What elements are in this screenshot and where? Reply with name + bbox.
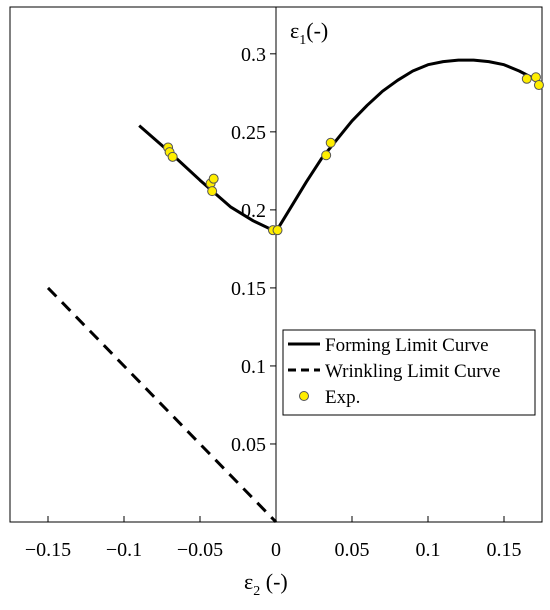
exp-data-point (207, 186, 218, 197)
x-tick-label: −0.1 (106, 539, 142, 561)
forming-limit-curve (138, 58, 544, 234)
x-axis-title-sub: 2 (253, 584, 260, 599)
x-tick-label: −0.15 (25, 539, 71, 561)
exp-data-point (208, 173, 219, 184)
legend: Forming Limit Curve Wrinkling Limit Curv… (282, 329, 536, 416)
exp-data-point (321, 150, 332, 161)
x-tick-label: 0.15 (487, 539, 522, 561)
exp-data-point (325, 137, 336, 148)
y-tick-label: 0.25 (231, 122, 266, 144)
x-axis-title-main: ε (244, 569, 253, 594)
legend-label-exp: Exp. (325, 387, 360, 408)
legend-label-wrinkling: Wrinkling Limit Curve (325, 361, 501, 382)
x-tick-label: 0 (271, 539, 281, 561)
legend-box (282, 329, 536, 416)
wrinkling-limit-curve (46, 286, 278, 524)
exp-data-point (272, 225, 283, 236)
y-tick-label: 0.15 (231, 278, 266, 300)
x-tick-label: −0.05 (177, 539, 223, 561)
x-tick-label: 0.05 (335, 539, 370, 561)
y-axis-title-unit: (-) (306, 18, 328, 43)
x-axis-title-unit: (-) (260, 569, 287, 594)
y-tick-label: 0.05 (231, 434, 266, 456)
legend-label-forming: Forming Limit Curve (325, 335, 489, 356)
y-axis-title-main: ε (290, 18, 299, 43)
legend-swatch-exp (299, 391, 309, 401)
x-axis-ticks: −0.15 −0.1 −0.05 0 0.05 0.1 0.15 (25, 516, 522, 561)
x-axis-title: ε2 (-) (244, 569, 288, 599)
series-layer (46, 58, 544, 524)
x-tick-label: 0.1 (416, 539, 441, 561)
exp-data-point (521, 73, 532, 84)
y-tick-label: 0.1 (241, 356, 266, 378)
exp-data-point (533, 80, 544, 91)
y-axis-title-sub: 1 (299, 33, 306, 48)
y-tick-label: 0.3 (241, 44, 266, 66)
y-tick-label: 0.2 (241, 200, 266, 222)
y-axis-title: ε1(-) (290, 18, 328, 48)
exp-data-point (167, 151, 178, 162)
y-axis-ticks: 0.05 0.1 0.15 0.2 0.25 0.3 (231, 44, 276, 456)
